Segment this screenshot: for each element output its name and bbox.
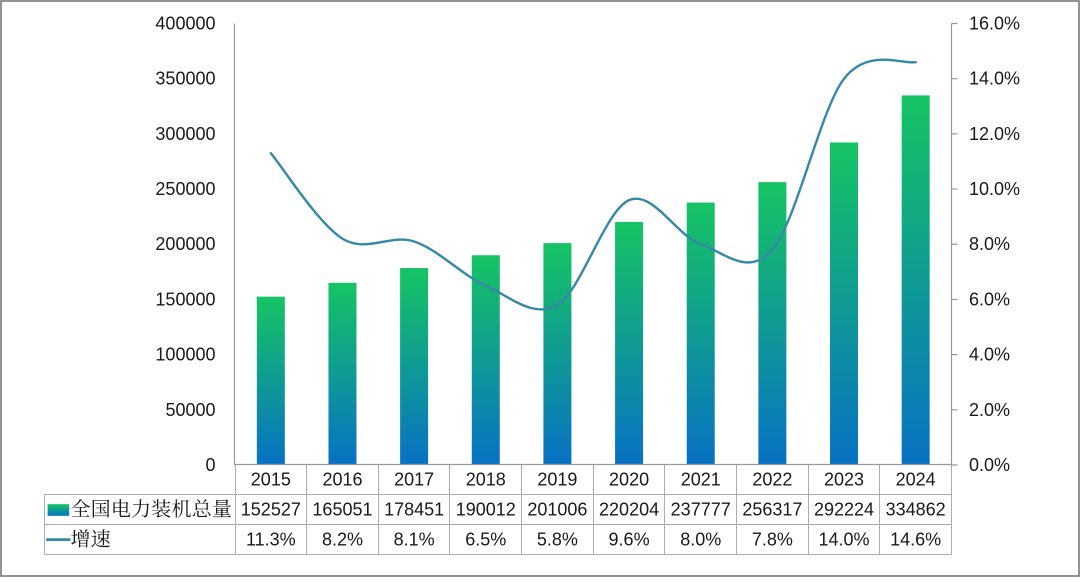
- svg-text:6.0%: 6.0%: [969, 289, 1010, 309]
- svg-text:14.0%: 14.0%: [819, 529, 870, 549]
- svg-text:2.0%: 2.0%: [969, 400, 1010, 420]
- svg-text:190012: 190012: [456, 499, 516, 519]
- svg-text:334862: 334862: [886, 499, 946, 519]
- svg-text:350000: 350000: [155, 69, 215, 89]
- svg-text:2024: 2024: [896, 469, 936, 489]
- svg-text:0: 0: [205, 455, 215, 475]
- svg-text:11.3%: 11.3%: [246, 529, 296, 549]
- svg-text:256317: 256317: [742, 499, 802, 519]
- svg-text:10.0%: 10.0%: [969, 179, 1020, 199]
- svg-text:8.0%: 8.0%: [969, 234, 1010, 254]
- svg-text:14.0%: 14.0%: [969, 69, 1020, 89]
- svg-text:2023: 2023: [824, 469, 864, 489]
- svg-text:4.0%: 4.0%: [969, 345, 1010, 365]
- svg-text:201006: 201006: [527, 499, 587, 519]
- svg-text:8.0%: 8.0%: [680, 529, 721, 549]
- svg-text:8.2%: 8.2%: [322, 529, 363, 549]
- svg-text:14.6%: 14.6%: [890, 529, 941, 549]
- svg-text:250000: 250000: [155, 179, 215, 199]
- svg-text:2015: 2015: [251, 469, 291, 489]
- svg-text:2021: 2021: [681, 469, 721, 489]
- svg-text:6.5%: 6.5%: [465, 529, 506, 549]
- svg-text:237777: 237777: [671, 499, 731, 519]
- svg-text:9.6%: 9.6%: [609, 529, 650, 549]
- svg-text:8.1%: 8.1%: [394, 529, 435, 549]
- svg-text:2019: 2019: [537, 469, 577, 489]
- svg-text:0.0%: 0.0%: [969, 455, 1010, 475]
- svg-text:400000: 400000: [155, 13, 215, 33]
- svg-text:200000: 200000: [155, 234, 215, 254]
- svg-text:220204: 220204: [599, 499, 659, 519]
- svg-text:2020: 2020: [609, 469, 649, 489]
- svg-text:152527: 152527: [241, 499, 301, 519]
- svg-text:292224: 292224: [814, 499, 874, 519]
- svg-text:178451: 178451: [384, 499, 444, 519]
- svg-text:16.0%: 16.0%: [969, 13, 1020, 33]
- svg-text:150000: 150000: [155, 289, 215, 309]
- svg-text:2022: 2022: [752, 469, 792, 489]
- svg-text:7.8%: 7.8%: [752, 529, 793, 549]
- svg-text:5.8%: 5.8%: [537, 529, 578, 549]
- svg-text:2018: 2018: [466, 469, 506, 489]
- svg-text:2016: 2016: [322, 469, 362, 489]
- svg-text:50000: 50000: [165, 400, 215, 420]
- svg-text:165051: 165051: [312, 499, 372, 519]
- svg-text:12.0%: 12.0%: [969, 124, 1020, 144]
- svg-text:2017: 2017: [394, 469, 434, 489]
- svg-text:100000: 100000: [155, 345, 215, 365]
- svg-text:300000: 300000: [155, 124, 215, 144]
